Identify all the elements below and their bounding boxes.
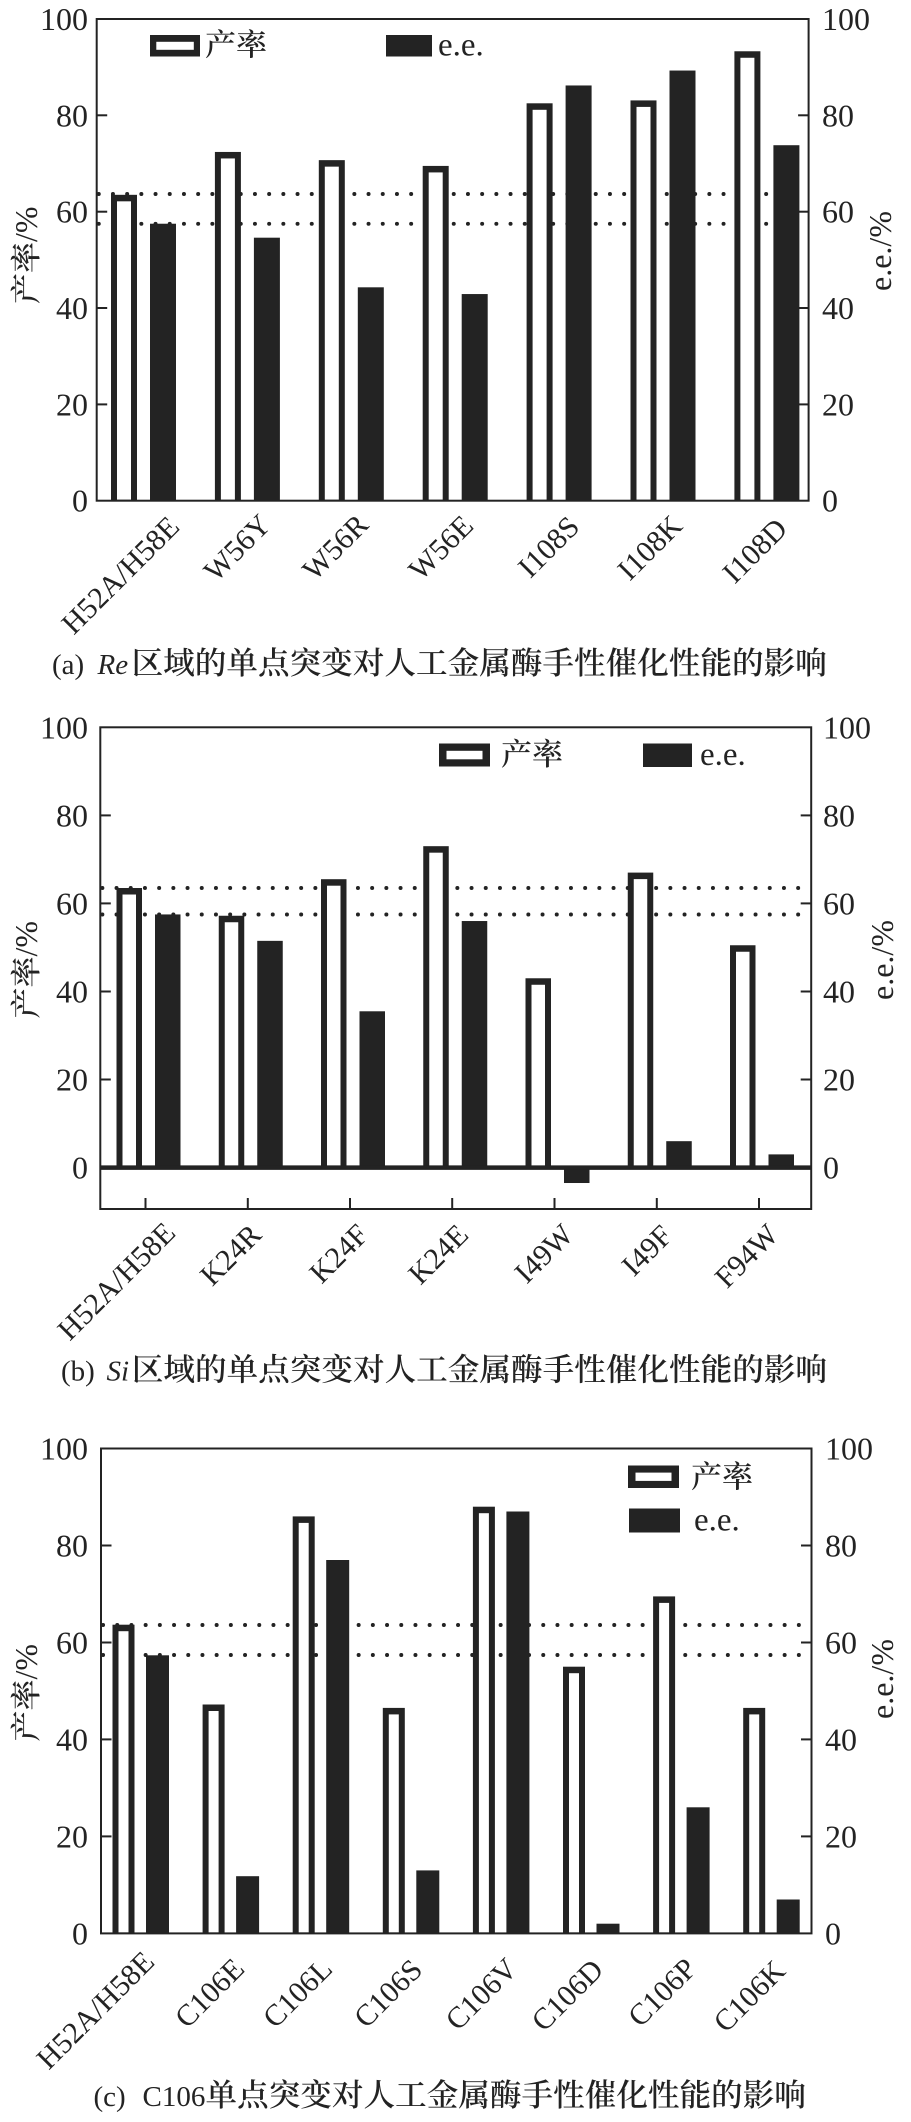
svg-text:100: 100 [40,1431,88,1467]
svg-text:/%: /% [8,921,44,957]
svg-text:e.e./%: e.e./% [864,920,900,1000]
svg-text:20: 20 [56,1818,88,1854]
svg-text:20: 20 [822,386,854,422]
svg-text:60: 60 [56,885,88,921]
svg-text:40: 40 [56,290,88,326]
svg-text:e.e.: e.e. [694,1503,740,1539]
svg-text:80: 80 [56,97,88,133]
svg-text:Si: Si [107,1356,130,1388]
svg-text:40: 40 [56,974,88,1010]
svg-text:20: 20 [825,1818,857,1854]
svg-text:60: 60 [56,1625,88,1661]
svg-text:40: 40 [823,974,855,1010]
svg-text:20: 20 [56,386,88,422]
svg-text:/%: /% [8,206,44,242]
svg-text:40: 40 [56,1721,88,1757]
svg-text:60: 60 [823,885,855,921]
svg-text:e.e.: e.e. [700,737,746,773]
svg-text:0: 0 [72,1915,88,1951]
svg-text:60: 60 [822,194,854,230]
svg-text:e.e./%: e.e./% [862,211,898,291]
svg-text:80: 80 [823,797,855,833]
svg-text:C106: C106 [143,2081,206,2113]
svg-text:100: 100 [40,1,88,37]
svg-text:60: 60 [56,194,88,230]
svg-text:20: 20 [823,1062,855,1098]
svg-text:(c): (c) [94,2081,126,2113]
svg-text:0: 0 [822,483,838,519]
svg-text:100: 100 [825,1431,873,1467]
svg-text:20: 20 [56,1062,88,1098]
svg-text:80: 80 [822,97,854,133]
svg-text:(a): (a) [52,649,84,681]
svg-text:100: 100 [40,709,88,745]
svg-text:(b): (b) [61,1356,95,1388]
svg-text:0: 0 [825,1915,841,1951]
svg-text:60: 60 [825,1625,857,1661]
svg-text:/%: /% [8,1644,44,1680]
svg-text:100: 100 [822,1,870,37]
svg-text:e.e.: e.e. [438,28,484,64]
svg-text:40: 40 [825,1721,857,1757]
svg-text:0: 0 [72,1150,88,1186]
svg-text:100: 100 [823,709,871,745]
svg-text:0: 0 [72,483,88,519]
svg-text:40: 40 [822,290,854,326]
svg-text:Re: Re [97,649,129,681]
svg-text:80: 80 [56,797,88,833]
svg-text:80: 80 [825,1528,857,1564]
svg-text:e.e./%: e.e./% [864,1639,900,1719]
svg-text:80: 80 [56,1528,88,1564]
svg-text:0: 0 [823,1150,839,1186]
